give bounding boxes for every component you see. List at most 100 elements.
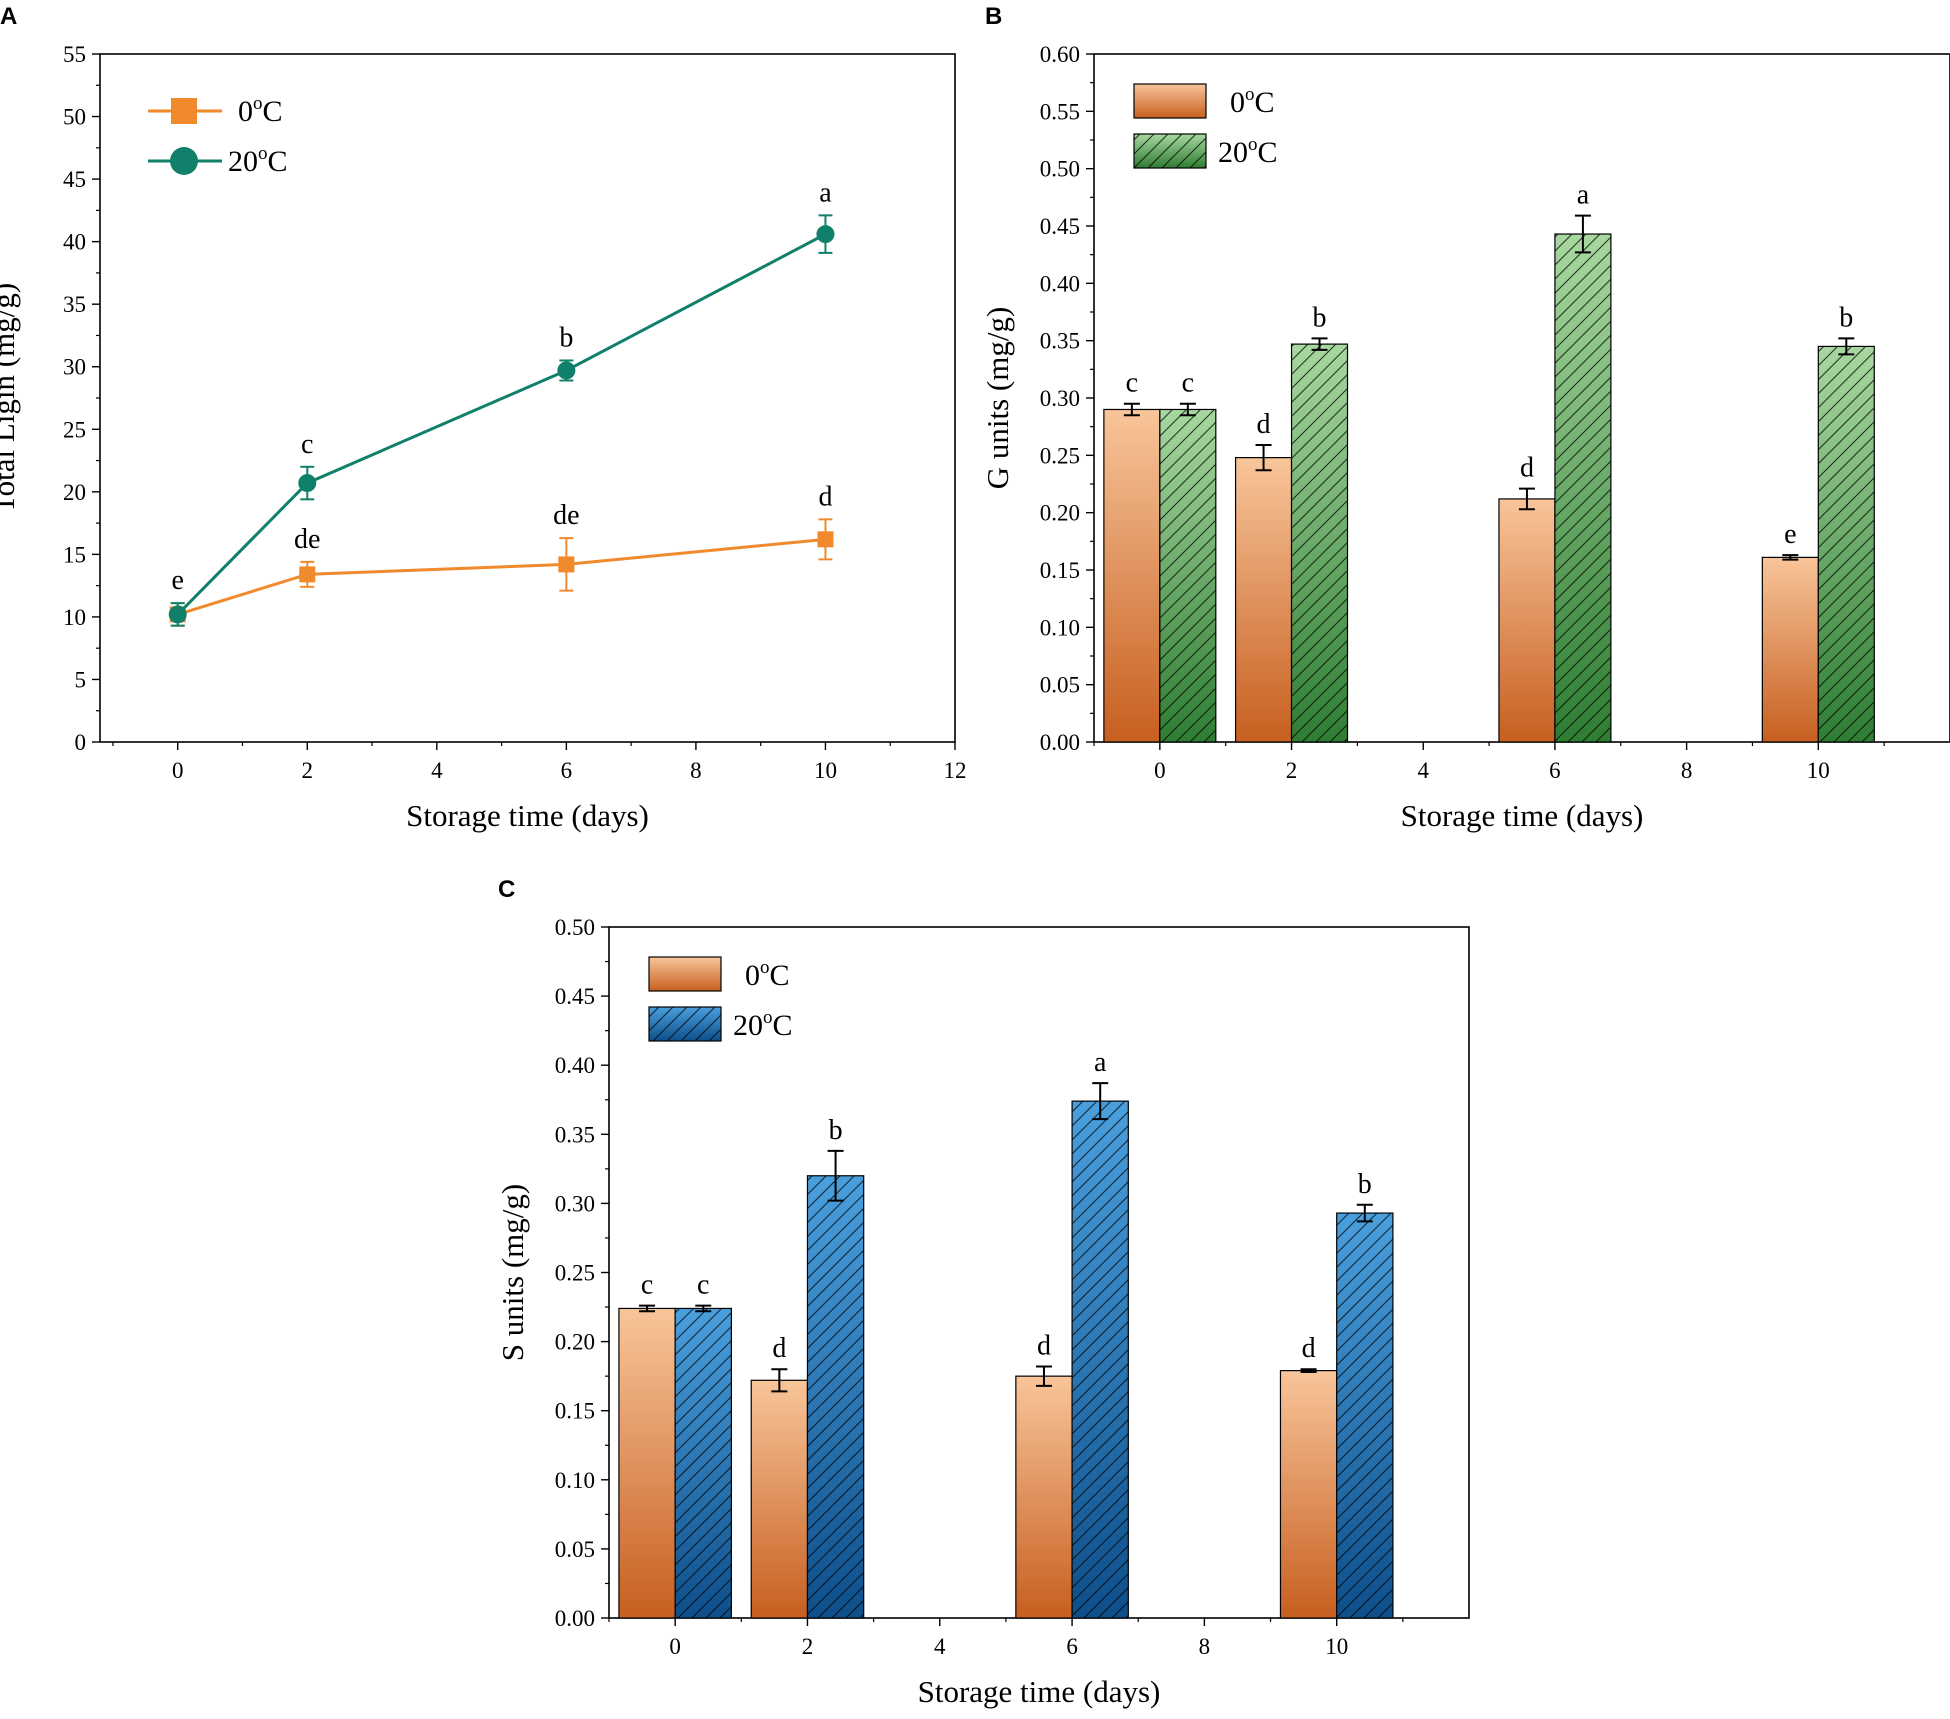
error-bar <box>1300 1368 1317 1374</box>
x-tick-label: 6 <box>561 758 573 783</box>
significance-label: b <box>559 322 573 353</box>
significance-label: e <box>1784 519 1796 550</box>
error-bar <box>1035 1365 1052 1387</box>
data-point-circle <box>816 225 835 244</box>
significance-label: de <box>553 500 579 531</box>
x-axis: 0 2 4 6 8 10 <box>1093 742 1885 783</box>
bar <box>1761 556 1819 743</box>
y-tick-label: 0.15 <box>1040 558 1080 583</box>
y-tick-label: 0.25 <box>555 1261 595 1286</box>
significance-label: a <box>1577 180 1590 211</box>
y-tick-label: 0 <box>75 730 87 755</box>
data-point-circle <box>557 361 576 380</box>
significance-label: e <box>172 565 184 596</box>
significance-label: d <box>1520 453 1534 484</box>
x-tick-label: 8 <box>1199 1634 1211 1659</box>
error-bar <box>1123 402 1140 417</box>
x-axis: 0 2 4 6 8 10 12 <box>112 742 967 783</box>
significance-label: c <box>1126 368 1138 399</box>
y-tick-label: 0.15 <box>555 1399 595 1424</box>
error-bar <box>1255 444 1272 472</box>
y-axis-title: Total Ligin (mg/g) <box>0 283 21 513</box>
y-axis: 0.00 0.05 0.10 0.15 0.20 0.25 0.30 0.35 0.40 0.45… <box>1040 42 1094 755</box>
y-tick-label: 0.05 <box>1040 673 1080 698</box>
panel-letter: A <box>0 3 17 30</box>
error-bar <box>1092 1082 1109 1121</box>
y-tick-label: 50 <box>63 105 86 130</box>
legend-label: 20oC <box>733 1007 793 1042</box>
y-tick-label: 0.45 <box>1040 214 1080 239</box>
series-20C: c b a b <box>1159 180 1875 743</box>
series-line <box>177 537 826 616</box>
x-tick-label: 2 <box>802 1634 814 1659</box>
y-tick-label: 0.10 <box>555 1468 595 1493</box>
bar <box>750 1379 809 1619</box>
x-tick-label: 4 <box>1417 758 1429 783</box>
y-axis: 0 5 10 15 20 25 30 35 40 45 50 55 <box>63 42 100 755</box>
legend-label: 0oC <box>1230 84 1275 119</box>
y-tick-label: 0.45 <box>555 984 595 1009</box>
error-bar <box>1782 554 1799 561</box>
bar-hatch <box>1818 346 1875 742</box>
significance-label: d <box>818 481 832 512</box>
significance-label: b <box>829 1115 843 1146</box>
legend-swatch <box>648 956 722 992</box>
y-tick-label: 0.35 <box>555 1122 595 1147</box>
significance-label: c <box>697 1270 709 1301</box>
x-tick-label: 6 <box>1066 1634 1078 1659</box>
error-bar <box>639 1304 656 1313</box>
legend-swatch <box>1133 83 1207 119</box>
significance-label: a <box>819 177 832 208</box>
x-tick-label: 4 <box>431 758 443 783</box>
bar <box>1015 1375 1073 1619</box>
error-bar <box>1356 1203 1373 1223</box>
x-tick-label: 8 <box>1681 758 1693 783</box>
data-point-circle <box>168 605 187 624</box>
error-bar <box>1518 487 1535 511</box>
panel-B: B 0.00 0.05 0.10 0.15 0.20 0.25 0.30 0.35 0.40 0.4… <box>980 3 1950 833</box>
y-tick-label: 55 <box>63 42 86 67</box>
significance-label: d <box>1257 409 1271 440</box>
series-0C: c d d e <box>1103 368 1819 743</box>
y-axis-title: G units (mg/g) <box>980 307 1015 490</box>
y-tick-label: 0.00 <box>1040 730 1080 755</box>
y-tick-label: 15 <box>63 542 86 567</box>
y-axis: 0.00 0.05 0.10 0.15 0.20 0.25 0.30 0.35 0.40 0.45… <box>555 915 609 1631</box>
y-tick-label: 5 <box>75 667 87 692</box>
legend-label: 0oC <box>745 957 790 992</box>
y-tick-label: 0.30 <box>555 1191 595 1216</box>
legend-item-0C: 0oC <box>148 93 283 128</box>
x-axis: 0 2 4 6 8 10 <box>608 1618 1404 1659</box>
significance-label: b <box>1358 1169 1372 1200</box>
error-bar <box>827 1149 844 1202</box>
bar <box>618 1307 676 1619</box>
series-0C: de de d <box>169 481 834 627</box>
bar-hatch <box>1291 344 1348 742</box>
significance-label: c <box>641 1270 653 1301</box>
legend-label: 20oC <box>1218 134 1278 169</box>
x-tick-label: 0 <box>172 758 184 783</box>
panel-A: A 0 5 10 15 20 25 30 35 40 45 50 55 0 2 4 6 8 10 12 Storage … <box>0 3 967 833</box>
bar <box>1103 408 1161 743</box>
y-tick-label: 10 <box>63 605 86 630</box>
bar <box>1498 498 1556 743</box>
panel-letter: C <box>498 876 515 903</box>
bar <box>1279 1370 1338 1619</box>
legend: 0oC 20oC <box>148 93 288 178</box>
x-tick-label: 10 <box>814 758 837 783</box>
y-tick-label: 0.20 <box>1040 501 1080 526</box>
y-tick-label: 0.10 <box>1040 615 1080 640</box>
series-20C: e c b a <box>168 177 835 627</box>
legend-item-20C: 20oC <box>1133 133 1278 169</box>
bar-hatch <box>807 1175 864 1618</box>
data-point-circle <box>298 474 317 493</box>
bar-hatch <box>1554 234 1611 742</box>
legend-label: 0oC <box>238 93 283 128</box>
y-tick-label: 40 <box>63 230 86 255</box>
panel-letter: B <box>985 3 1002 30</box>
error-bar <box>1311 337 1328 351</box>
x-tick-label: 0 <box>669 1634 681 1659</box>
legend-item-0C: 0oC <box>1133 83 1275 119</box>
significance-label: d <box>772 1333 786 1364</box>
series-20C: c b a b <box>674 1047 1394 1619</box>
